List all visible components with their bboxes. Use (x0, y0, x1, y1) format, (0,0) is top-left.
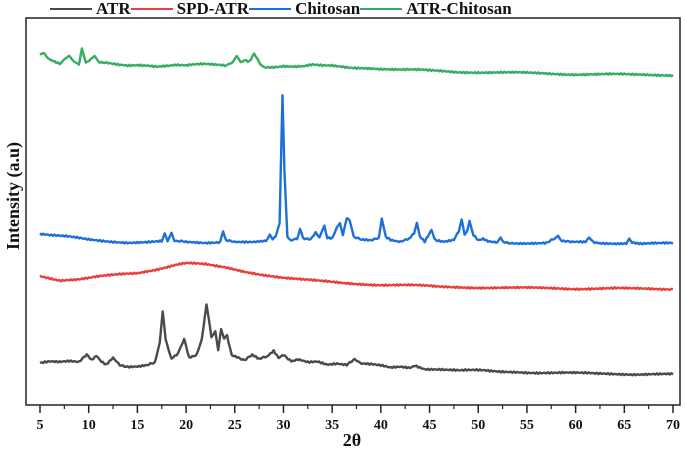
x-tick-label: 60 (569, 418, 583, 433)
x-tick-label: 40 (374, 418, 388, 433)
legend-swatch-chitosan (249, 8, 292, 10)
legend-swatch-spd-atr (130, 8, 173, 10)
series-atr-chitosan (39, 47, 674, 78)
legend-label-spd-atr: SPD-ATR (176, 0, 250, 18)
x-tick-label: 35 (325, 418, 339, 433)
x-tick-label: 20 (179, 418, 193, 433)
x-axis-title: 2θ (343, 430, 361, 450)
x-tick-label: 65 (617, 418, 631, 433)
legend-label-atr-chitosan: ATR-Chitosan (406, 0, 512, 18)
x-tick-label: 15 (130, 418, 144, 433)
x-tick-label: 25 (228, 418, 242, 433)
legend-item-spd-atr: SPD-ATR (130, 0, 250, 19)
x-tick-label: 55 (520, 418, 534, 433)
series-layer (39, 47, 674, 377)
legend-item-chitosan: Chitosan (249, 0, 360, 19)
x-tick-label: 5 (37, 418, 44, 433)
x-tick-label: 30 (276, 418, 290, 433)
x-tick-label: 50 (471, 418, 485, 433)
chart-legend: ATR SPD-ATR Chitosan ATR-Chitosan (50, 0, 512, 18)
x-tick-label: 45 (423, 418, 437, 433)
legend-swatch-atr-chitosan (360, 8, 403, 10)
legend-item-atr-chitosan: ATR-Chitosan (360, 0, 512, 19)
series-atr (39, 303, 674, 377)
series-chitosan (39, 94, 674, 246)
plot-frame (25, 17, 681, 406)
y-axis-title: Intensity (a.u) (3, 142, 24, 250)
series-spd-atr (39, 261, 673, 292)
x-tick-label: 10 (82, 418, 96, 433)
legend-item-atr: ATR (50, 0, 131, 19)
legend-label-atr: ATR (96, 0, 131, 18)
legend-label-chitosan: Chitosan (295, 0, 361, 18)
legend-swatch-atr (50, 8, 92, 10)
x-axis-ticks: 5 10 15 20 25 30 35 40 45 50 55 60 65 70 (37, 405, 680, 433)
x-tick-label: 70 (666, 418, 680, 433)
